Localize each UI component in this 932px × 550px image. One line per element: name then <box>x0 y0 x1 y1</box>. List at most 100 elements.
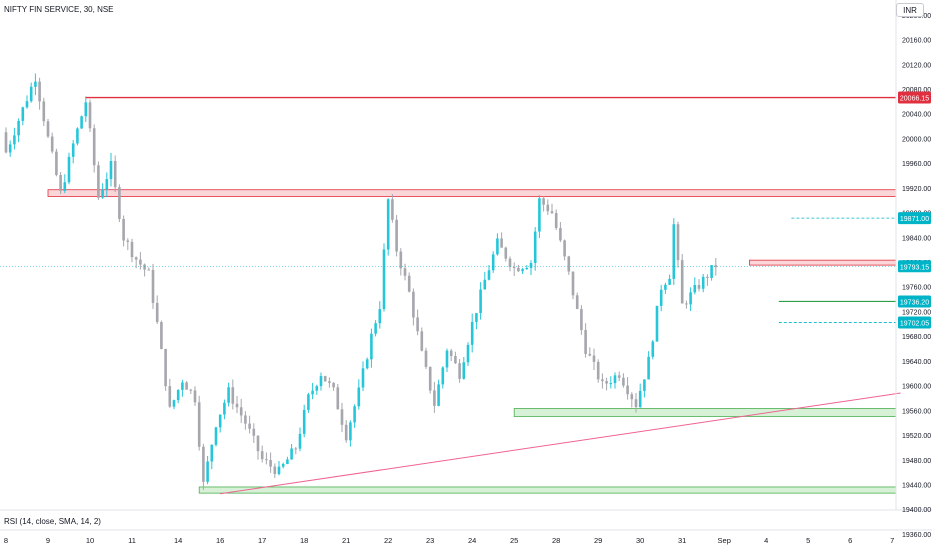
price-tick-label: 19440.00 <box>902 482 931 489</box>
levels-layer <box>0 96 901 495</box>
candle-body <box>130 241 134 258</box>
time-tick-label: 7 <box>890 536 894 545</box>
candle-body <box>239 407 243 416</box>
candle-body <box>462 362 466 379</box>
price-label-text: 19736.20 <box>900 299 929 306</box>
candle-body <box>277 466 281 475</box>
candle-body <box>458 363 461 379</box>
candle-body <box>206 461 209 482</box>
candle-body <box>571 271 575 296</box>
candle-body <box>714 265 718 268</box>
candle-body <box>668 278 671 285</box>
candle-body <box>17 120 20 136</box>
candle-body <box>420 331 424 351</box>
candle-body <box>244 415 247 424</box>
candle-body <box>550 211 554 214</box>
candle-body <box>584 330 587 354</box>
candle-body <box>424 350 428 367</box>
candle-body <box>361 368 365 388</box>
candle-body <box>638 390 642 408</box>
price-tick-label: 19400.00 <box>902 507 931 514</box>
time-tick-label: 5 <box>806 536 810 545</box>
price-label-text: 19702.05 <box>900 321 929 328</box>
candle-body <box>126 240 130 242</box>
candle-body <box>13 135 16 145</box>
price-label-badge <box>898 91 931 104</box>
candle-body <box>269 460 272 467</box>
candles-layer <box>4 73 718 490</box>
candle-body <box>680 260 684 304</box>
candle-body <box>701 276 705 289</box>
price-label-text: 20066.15 <box>900 96 929 103</box>
candle-body <box>441 367 445 385</box>
trendline[interactable] <box>220 392 901 495</box>
candle-body <box>706 276 709 278</box>
candle-body <box>538 198 541 232</box>
candle-body <box>655 305 659 342</box>
small-supply-zone[interactable] <box>749 259 897 266</box>
candle-body <box>433 390 436 406</box>
candle-body <box>147 269 151 271</box>
candle-body <box>218 414 222 428</box>
time-axis[interactable]: 8 9 10 11 14 16 17 18 21 22 23 24 25 28 29 30 31 Sep 4 5 6 7 <box>4 536 894 545</box>
candle-body <box>286 459 289 464</box>
candle-body <box>412 291 415 318</box>
candle-body <box>315 386 319 391</box>
demand-zone-upper[interactable] <box>513 408 897 417</box>
candle-body <box>601 379 604 382</box>
candle-body <box>248 423 251 429</box>
supply-zone[interactable] <box>47 189 897 197</box>
candle-body <box>164 348 167 387</box>
time-tick-label: 6 <box>848 536 852 545</box>
candle-body <box>357 387 361 407</box>
candle-body <box>445 350 449 368</box>
candle-body <box>134 257 138 260</box>
candle-body <box>290 448 293 460</box>
candle-body <box>697 285 701 289</box>
candle-body <box>500 238 503 248</box>
candle-body <box>525 267 529 270</box>
candle-body <box>332 382 335 388</box>
candle-body <box>617 375 621 378</box>
candle-body <box>281 463 285 467</box>
rsi-indicator-label[interactable]: RSI (14, close, SMA, 14, 2) <box>4 517 101 526</box>
candle-body <box>344 424 348 441</box>
candle-body <box>609 383 613 385</box>
price-labels-layer: 20066.15 19871.00 19793.15 19736.20 19702.05 <box>898 91 931 329</box>
price-label-text: 19793.15 <box>900 264 929 271</box>
candle-body <box>365 359 369 369</box>
candle-body <box>273 466 277 475</box>
time-tick-label: 17 <box>258 536 266 545</box>
price-tick-label: 19560.00 <box>902 408 931 415</box>
candle-body <box>559 228 562 241</box>
candle-body <box>643 379 646 391</box>
candle-body <box>122 218 125 241</box>
candle-body <box>210 444 214 462</box>
time-tick-label: 29 <box>594 536 602 545</box>
candle-body <box>647 356 650 380</box>
currency-button[interactable]: INR <box>896 3 924 17</box>
price-tick-label: 19520.00 <box>902 433 931 440</box>
candle-body <box>202 446 205 482</box>
candle-body <box>197 402 201 447</box>
candle-body <box>252 428 256 436</box>
candle-body <box>592 355 596 362</box>
price-label-badge <box>898 295 931 308</box>
candle-body <box>25 101 29 108</box>
candle-body <box>113 161 117 188</box>
candle-body <box>554 213 558 229</box>
price-tick-label: 19640.00 <box>902 359 931 366</box>
candle-body <box>664 284 667 290</box>
demand-zone-lower[interactable] <box>198 486 897 494</box>
candle-body <box>546 204 550 212</box>
candle-body <box>71 143 75 157</box>
candle-body <box>155 302 159 323</box>
candle-body <box>189 389 193 391</box>
time-tick-label: 4 <box>764 536 768 545</box>
candle-body <box>622 377 625 386</box>
candle-body <box>374 323 377 334</box>
candle-body <box>580 308 583 331</box>
candle-body <box>340 409 344 425</box>
candle-body <box>491 254 495 271</box>
